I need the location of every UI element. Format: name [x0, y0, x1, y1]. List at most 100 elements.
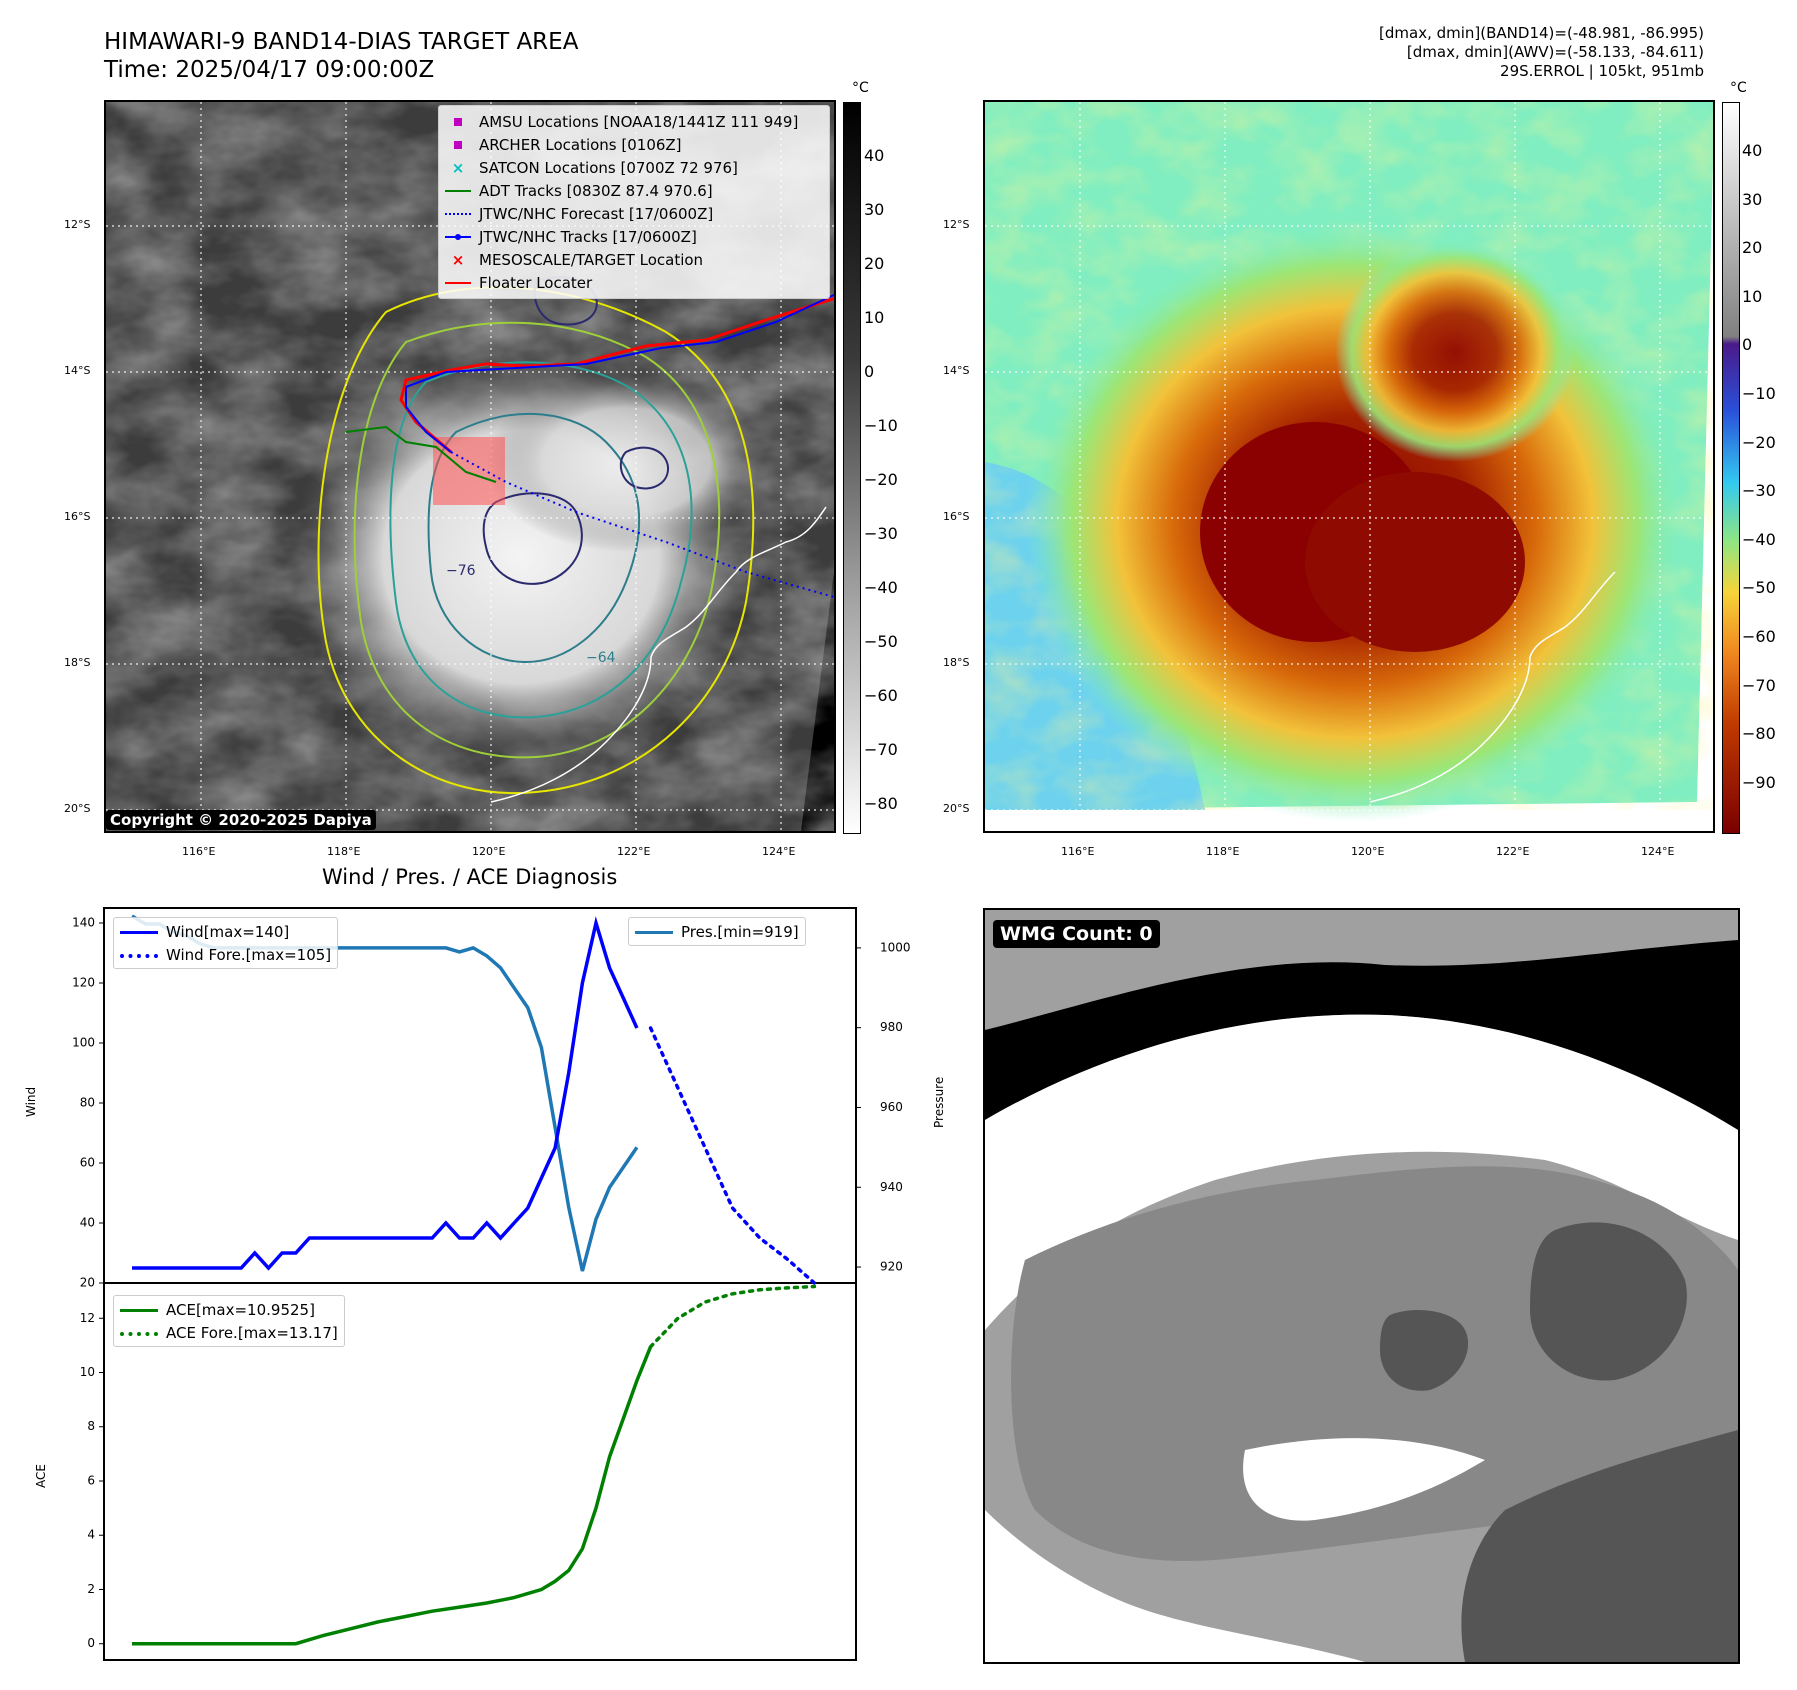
colorbar-tick-label: 10 [1742, 286, 1763, 306]
map-time: Time: 2025/04/17 09:00:00Z [104, 57, 435, 83]
lon-label: 122°E [617, 845, 651, 858]
x-marker-icon: × [451, 250, 465, 269]
lat-label: 20°S [64, 802, 91, 815]
lon-label: 116°E [1061, 845, 1095, 858]
solid-line-icon [120, 925, 158, 939]
ace-tick-label: 4 [87, 1528, 95, 1542]
jtwc-forecast-track [450, 451, 834, 598]
lon-label: 118°E [1206, 845, 1240, 858]
colorbar-tick-label: 20 [864, 254, 885, 273]
wind-line [132, 916, 639, 1271]
colorbar-tick-label: −10 [1742, 384, 1776, 403]
legend-label: ACE[max=10.9525] [166, 1300, 315, 1319]
lat-label: 14°S [64, 364, 91, 377]
pressure-tick-label: 920 [880, 1260, 903, 1274]
colorbar-tick-label: −30 [1742, 481, 1776, 501]
legend-label: ADT Tracks [0830Z 87.4 970.6] [479, 181, 713, 200]
colorbar-tick-label: −40 [864, 578, 898, 597]
pressure-tick-label: 960 [880, 1100, 903, 1114]
map-title: HIMAWARI-9 BAND14-DIAS TARGET AREA [104, 29, 579, 55]
pressure-line [131, 914, 639, 1272]
dotted-line-icon [120, 1326, 158, 1340]
ace-legend: ACE[max=10.9525] ACE Fore.[max=13.17] [113, 1295, 345, 1347]
legend-label: JTWC/NHC Tracks [17/0600Z] [479, 227, 697, 246]
colorbar-tick-label: 0 [864, 362, 875, 381]
colorbar-tick-label: −80 [1742, 724, 1776, 744]
legend-label: Wind[max=140] [166, 922, 290, 941]
legend-item-pressure: Pres.[min=919] [629, 920, 805, 943]
ace-forecast-line [648, 1284, 817, 1349]
lat-label: 18°S [943, 656, 970, 669]
lon-label: 120°E [1351, 845, 1385, 858]
lat-label: 18°S [64, 656, 91, 669]
adt-track [345, 425, 497, 483]
legend-label: JTWC/NHC Forecast [17/0600Z] [479, 204, 714, 223]
line-marker-icon [445, 276, 471, 290]
wind-tick-label: 140 [72, 916, 95, 930]
ace-plot-frame [103, 1282, 857, 1661]
legend-item-ace-fore: ACE Fore.[max=13.17] [114, 1321, 344, 1344]
dotted-line-icon [445, 207, 471, 221]
lat-label: 16°S [943, 510, 970, 523]
wind-tick-label: 80 [80, 1096, 95, 1110]
ace-axis-label: ACE [34, 1464, 48, 1488]
pressure-axis-label: Pressure [932, 1076, 946, 1128]
legend-item-wind: Wind[max=140] [114, 920, 337, 943]
lon-label: 124°E [1641, 845, 1675, 858]
wind-tick-label: 100 [72, 1036, 95, 1050]
pressure-tick-label: 980 [880, 1020, 903, 1034]
lat-label: 12°S [64, 218, 91, 231]
band14-colorbar [843, 102, 861, 834]
lat-label: 14°S [943, 364, 970, 377]
lon-label: 118°E [327, 845, 361, 858]
colorbar-tick-label: −50 [1742, 578, 1776, 598]
legend-label: Wind Fore.[max=105] [166, 945, 332, 964]
lat-label: 20°S [943, 802, 970, 815]
ace-tick-label: 2 [87, 1582, 95, 1596]
wind-tick-label: 20 [80, 1276, 95, 1290]
wmg-count-badge: WMG Count: 0 [993, 920, 1160, 948]
colorbar-tick-label: 20 [1742, 238, 1763, 258]
colorbar-tick-label: −60 [1742, 627, 1776, 646]
ace-tick-label: 8 [87, 1419, 95, 1433]
colorbar-tick-label: −30 [864, 524, 898, 543]
floater-track [399, 297, 834, 454]
jtwc-track [405, 293, 834, 453]
lat-label: 12°S [943, 218, 970, 231]
legend-item-wind-fore: Wind Fore.[max=105] [114, 943, 337, 966]
diag-title: Wind / Pres. / ACE Diagnosis [322, 865, 618, 889]
wind-axis-label: Wind [24, 1086, 38, 1117]
ace-tick-label: 6 [87, 1473, 95, 1487]
awv-range: [dmax, dmin](AWV)=(-58.133, -84.611) [1406, 43, 1704, 61]
ace-tick-label: 12 [80, 1311, 95, 1325]
legend-item-amsu: AMSU Locations [NOAA18/1441Z 111 949] [439, 110, 829, 133]
colorbar-tick-label: 40 [864, 146, 885, 165]
awv-map-image [985, 102, 1713, 831]
pressure-tick-label: 940 [880, 1180, 903, 1194]
colorbar-tick-label: −60 [864, 686, 898, 705]
pressure-tick-label: 1000 [880, 940, 911, 954]
wind-forecast-line [648, 1026, 817, 1285]
ace-tick-label: 0 [87, 1636, 95, 1650]
colorbar-tick-label: −20 [1742, 432, 1776, 452]
storm-info: 29S.ERROL | 105kt, 951mb [1500, 62, 1704, 80]
legend-label: MESOSCALE/TARGET Location [479, 250, 704, 269]
awv-colorbar [1722, 102, 1740, 834]
dotted-line-icon [120, 948, 158, 962]
wmg-image [985, 940, 1738, 1662]
legend-item-satcon: × SATCON Locations [0700Z 72 976] [439, 156, 829, 179]
lon-label: 122°E [1496, 845, 1530, 858]
contour-label: −76 [446, 563, 476, 579]
legend-item-archer: ARCHER Locations [0106Z] [439, 133, 829, 156]
colorbar-tick-label: −50 [864, 632, 898, 651]
solid-line-icon [120, 1303, 158, 1317]
lon-label: 124°E [762, 845, 796, 858]
copyright-label: Copyright © 2020-2025 Dapiya [106, 810, 376, 830]
colorbar-tick-label: 30 [1742, 189, 1763, 209]
legend-label: Floater Locater [479, 273, 593, 292]
map-legend: AMSU Locations [NOAA18/1441Z 111 949] AR… [438, 105, 830, 299]
awv-map [983, 100, 1715, 833]
line-marker-icon [445, 184, 471, 198]
legend-label: SATCON Locations [0700Z 72 976] [479, 158, 738, 177]
